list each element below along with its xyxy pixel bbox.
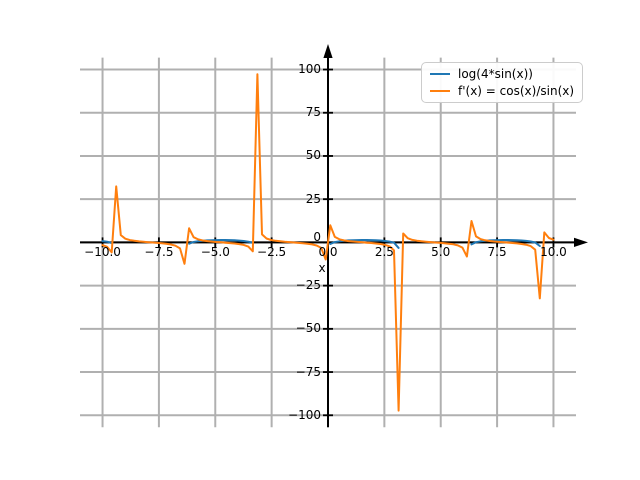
legend: log(4*sin(x)) f'(x) = cos(x)/sin(x)	[421, 62, 584, 103]
x-axis-arrowhead-icon	[574, 237, 588, 247]
y-axis-arrowhead-icon	[323, 44, 333, 58]
legend-line-swatch-orange-icon	[430, 90, 450, 92]
x-axis-label: x	[318, 261, 326, 275]
series-line-cot	[101, 73, 555, 412]
legend-label-log: log(4*sin(x))	[458, 67, 533, 81]
legend-line-swatch-blue-icon	[430, 73, 450, 75]
legend-label-derivative: f'(x) = cos(x)/sin(x)	[458, 84, 575, 98]
legend-item-derivative: f'(x) = cos(x)/sin(x)	[430, 84, 574, 98]
series-line-log	[101, 239, 541, 249]
legend-item-log: log(4*sin(x))	[430, 67, 574, 81]
